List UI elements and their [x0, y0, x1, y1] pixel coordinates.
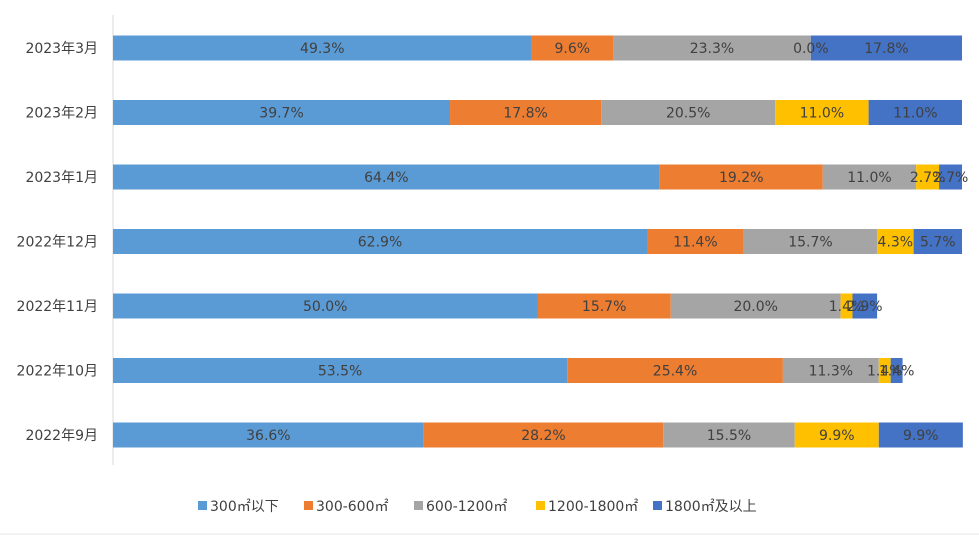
category-label: 2022年9月 — [25, 428, 98, 444]
data-label: 50.0% — [303, 299, 347, 315]
bar-segment — [113, 100, 451, 125]
legend-swatch — [198, 501, 207, 510]
bar-segment — [890, 358, 903, 383]
category-label: 2023年2月 — [25, 106, 98, 122]
data-label: 2.9% — [847, 299, 883, 315]
data-label: 62.9% — [358, 235, 402, 251]
bar-segment — [601, 100, 776, 125]
data-label: 64.4% — [364, 170, 408, 186]
bar-segment — [868, 100, 962, 125]
data-label: 20.0% — [733, 299, 777, 315]
legend-label: 1800㎡及以上 — [665, 499, 757, 515]
data-label: 1.4% — [829, 299, 865, 315]
bar-segment — [877, 229, 914, 254]
legend-swatch — [304, 501, 313, 510]
data-label: 19.2% — [719, 170, 763, 186]
legend-label: 1200-1800㎡ — [548, 499, 638, 515]
data-label: 9.9% — [903, 428, 939, 444]
bar-segment — [113, 164, 660, 190]
legend-label: 300-600㎡ — [316, 499, 389, 515]
data-label: 5.7% — [920, 235, 956, 251]
bar-segment — [794, 422, 879, 448]
bar-segment — [916, 164, 940, 190]
data-label: 2.7% — [910, 170, 946, 186]
data-label: 39.7% — [259, 106, 303, 122]
data-label: 11.0% — [800, 106, 844, 122]
data-label: 2.7% — [933, 170, 969, 186]
bars-group — [113, 35, 963, 448]
bar-segment — [852, 293, 878, 319]
category-label: 2022年12月 — [17, 235, 98, 251]
bar-segment — [531, 35, 614, 61]
data-label: 17.8% — [864, 41, 908, 57]
data-label: 28.2% — [521, 428, 565, 444]
category-label: 2022年11月 — [17, 299, 98, 315]
data-label: 15.5% — [707, 428, 751, 444]
bar-segment — [840, 293, 853, 319]
data-label: 11.3% — [809, 364, 853, 380]
bar-segment — [647, 229, 744, 254]
legend-label: 600-1200㎡ — [426, 499, 507, 515]
bar-segment — [878, 358, 891, 383]
legend-label: 300㎡以下 — [210, 499, 279, 515]
data-label: 0.0% — [793, 41, 829, 57]
bar-segment — [822, 164, 917, 190]
category-labels-group: 2023年3月 2023年2月 2023年1月 2022年12月 2022年11月 202… — [17, 41, 98, 444]
bar-segment — [113, 293, 538, 319]
data-label: 4.3% — [878, 235, 914, 251]
category-label: 2022年10月 — [17, 364, 98, 380]
data-label: 1.4% — [879, 364, 915, 380]
bar-segment — [810, 35, 962, 61]
data-label: 17.8% — [503, 106, 547, 122]
bar-segment — [113, 35, 532, 61]
data-label: 23.3% — [690, 41, 734, 57]
data-label: 25.4% — [653, 364, 697, 380]
bar-segment — [663, 422, 795, 448]
category-label: 2023年3月 — [25, 41, 98, 57]
bar-segment — [878, 422, 963, 448]
bar-segment — [450, 100, 602, 125]
data-label: 53.5% — [318, 364, 362, 380]
bar-segment — [537, 293, 671, 319]
category-label: 2023年1月 — [25, 170, 98, 186]
legend-swatch — [414, 501, 423, 510]
bar-segment — [113, 422, 424, 448]
bar-segment — [113, 229, 648, 254]
data-label: 9.6% — [555, 41, 591, 57]
legend-swatch — [653, 501, 662, 510]
bar-segment — [913, 229, 962, 254]
bar-segment — [775, 100, 869, 125]
bar-segment — [423, 422, 664, 448]
data-label: 1.4% — [867, 364, 903, 380]
bar-segment — [659, 164, 823, 190]
data-label: 15.7% — [582, 299, 626, 315]
legend: 300㎡以下 300-600㎡ 600-1200㎡ 1200-1800㎡ 1800㎡及以… — [198, 499, 757, 515]
bar-segment — [670, 293, 841, 319]
data-label: 11.0% — [893, 106, 937, 122]
bar-segment — [613, 35, 811, 61]
bar-segment — [113, 358, 568, 383]
legend-swatch — [536, 501, 545, 510]
bar-segment — [567, 358, 783, 383]
bar-segment — [782, 358, 879, 383]
data-label: 49.3% — [300, 41, 344, 57]
data-label: 11.4% — [673, 235, 717, 251]
data-labels-group: 49.3% 9.6% 23.3% 0.0% 17.8% 39.7% 17.8% 20.5% 11… — [246, 41, 968, 444]
bar-segment — [939, 164, 962, 190]
data-label: 20.5% — [666, 106, 710, 122]
data-label: 36.6% — [246, 428, 290, 444]
data-label: 11.0% — [847, 170, 891, 186]
data-label: 9.9% — [819, 428, 855, 444]
bar-segment — [743, 229, 878, 254]
data-label: 15.7% — [788, 235, 832, 251]
